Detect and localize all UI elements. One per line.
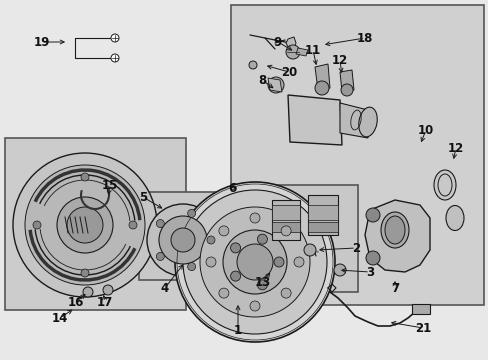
Circle shape bbox=[57, 197, 113, 253]
Text: 2: 2 bbox=[351, 242, 359, 255]
Circle shape bbox=[293, 257, 304, 267]
Polygon shape bbox=[271, 200, 299, 240]
Circle shape bbox=[67, 207, 103, 243]
Circle shape bbox=[257, 234, 267, 244]
Bar bbox=[307, 222, 337, 232]
Circle shape bbox=[237, 244, 272, 280]
Bar bbox=[411, 304, 429, 314]
Text: 17: 17 bbox=[97, 296, 113, 309]
Text: 18: 18 bbox=[356, 32, 372, 45]
Polygon shape bbox=[285, 37, 295, 49]
Circle shape bbox=[111, 54, 119, 62]
Circle shape bbox=[25, 165, 145, 285]
Circle shape bbox=[81, 173, 89, 181]
Circle shape bbox=[147, 204, 219, 276]
Circle shape bbox=[219, 226, 228, 236]
Polygon shape bbox=[295, 48, 307, 56]
Polygon shape bbox=[339, 103, 367, 138]
Polygon shape bbox=[339, 70, 353, 92]
Ellipse shape bbox=[384, 216, 404, 244]
Circle shape bbox=[333, 264, 346, 276]
Text: 4: 4 bbox=[161, 282, 169, 294]
Circle shape bbox=[187, 263, 195, 271]
Circle shape bbox=[156, 252, 164, 260]
Bar bbox=[230, 5, 483, 305]
Circle shape bbox=[304, 244, 315, 256]
Circle shape bbox=[365, 251, 379, 265]
Circle shape bbox=[206, 236, 215, 244]
Circle shape bbox=[183, 190, 326, 334]
Circle shape bbox=[248, 61, 257, 69]
Bar bbox=[261, 185, 357, 292]
Text: 21: 21 bbox=[414, 321, 430, 334]
Bar bbox=[139, 192, 234, 280]
Circle shape bbox=[340, 84, 352, 96]
Circle shape bbox=[249, 301, 260, 311]
Text: 13: 13 bbox=[254, 275, 270, 288]
Circle shape bbox=[175, 182, 334, 342]
Text: 20: 20 bbox=[280, 66, 297, 78]
Text: 5: 5 bbox=[139, 190, 147, 203]
Text: 19: 19 bbox=[34, 36, 50, 49]
Bar bbox=[307, 205, 337, 220]
Circle shape bbox=[314, 81, 328, 95]
Circle shape bbox=[129, 221, 137, 229]
Polygon shape bbox=[287, 95, 341, 145]
Polygon shape bbox=[364, 200, 429, 272]
Circle shape bbox=[223, 230, 286, 294]
Polygon shape bbox=[307, 195, 337, 235]
Text: 3: 3 bbox=[365, 266, 373, 279]
Circle shape bbox=[13, 153, 157, 297]
Circle shape bbox=[156, 220, 164, 228]
Bar bbox=[271, 222, 299, 232]
Circle shape bbox=[219, 288, 228, 298]
Text: 7: 7 bbox=[390, 282, 398, 294]
Ellipse shape bbox=[433, 170, 455, 200]
Text: 15: 15 bbox=[102, 179, 118, 192]
Text: 12: 12 bbox=[331, 54, 347, 67]
Circle shape bbox=[281, 288, 290, 298]
Circle shape bbox=[281, 226, 290, 236]
Circle shape bbox=[200, 207, 309, 317]
Text: 14: 14 bbox=[52, 311, 68, 324]
Text: 10: 10 bbox=[417, 123, 433, 136]
Circle shape bbox=[249, 213, 260, 223]
Text: 9: 9 bbox=[273, 36, 282, 49]
Ellipse shape bbox=[380, 212, 408, 248]
Text: 16: 16 bbox=[68, 296, 84, 309]
Circle shape bbox=[205, 257, 216, 267]
Circle shape bbox=[159, 216, 206, 264]
Circle shape bbox=[103, 285, 113, 295]
Ellipse shape bbox=[445, 206, 463, 230]
Circle shape bbox=[83, 287, 93, 297]
Ellipse shape bbox=[358, 107, 376, 137]
Circle shape bbox=[230, 243, 240, 253]
Text: 8: 8 bbox=[257, 73, 265, 86]
Circle shape bbox=[111, 34, 119, 42]
Circle shape bbox=[171, 228, 195, 252]
Circle shape bbox=[230, 271, 240, 281]
Circle shape bbox=[257, 280, 267, 290]
Circle shape bbox=[273, 257, 284, 267]
Circle shape bbox=[33, 221, 41, 229]
Circle shape bbox=[81, 269, 89, 277]
Circle shape bbox=[267, 77, 284, 93]
Circle shape bbox=[285, 45, 299, 59]
Polygon shape bbox=[314, 64, 329, 90]
Circle shape bbox=[187, 210, 195, 217]
Bar bbox=[5, 138, 185, 310]
Text: 11: 11 bbox=[304, 44, 321, 57]
Polygon shape bbox=[267, 78, 282, 92]
Text: 12: 12 bbox=[447, 141, 463, 154]
Bar bbox=[271, 205, 299, 220]
Text: 1: 1 bbox=[233, 324, 242, 337]
Text: 6: 6 bbox=[227, 181, 236, 194]
Circle shape bbox=[365, 208, 379, 222]
